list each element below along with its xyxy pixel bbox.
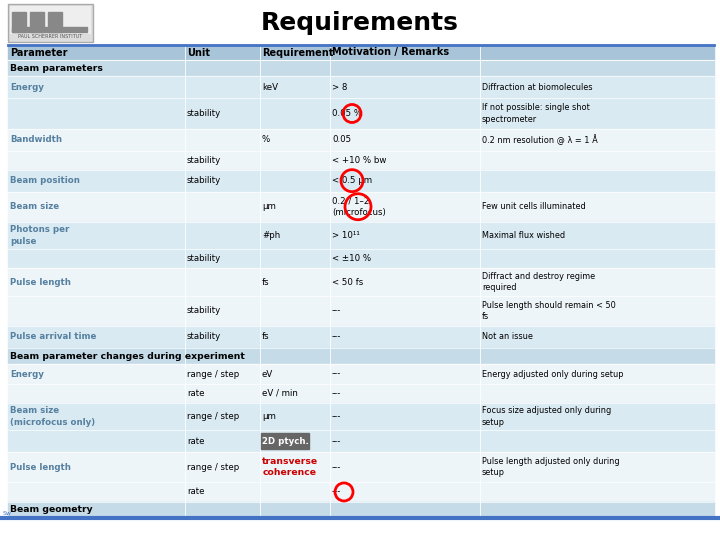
Bar [8, 170, 714, 192]
Text: %: % [262, 135, 270, 144]
Bar [8, 45, 714, 60]
Bar [8, 129, 714, 151]
Text: < ±10 %: < ±10 % [332, 254, 371, 264]
Text: Diffraction at biomolecules: Diffraction at biomolecules [482, 83, 593, 92]
Text: 0.05: 0.05 [332, 135, 351, 144]
Text: 0.05 %: 0.05 % [332, 109, 362, 118]
Bar [8, 383, 714, 403]
Bar [8, 249, 714, 268]
Text: Beam parameters: Beam parameters [10, 64, 103, 73]
Text: 2D ptych.: 2D ptych. [261, 437, 308, 445]
Bar [8, 348, 714, 364]
Text: keV: keV [262, 83, 278, 92]
Bar [8, 77, 714, 98]
Text: rate: rate [187, 437, 204, 445]
Bar [8, 60, 714, 77]
Text: range / step: range / step [187, 369, 239, 379]
Bar [12, 27, 87, 32]
Text: > 10¹¹: > 10¹¹ [332, 231, 360, 240]
Text: Requirement: Requirement [262, 48, 333, 57]
Text: Energy: Energy [10, 369, 44, 379]
Text: stability: stability [187, 306, 221, 315]
Text: stability: stability [187, 333, 221, 341]
Text: μm: μm [262, 202, 276, 211]
Text: < +10 % bw: < +10 % bw [332, 156, 387, 165]
Text: Pulse length should remain < 50
fs: Pulse length should remain < 50 fs [482, 301, 616, 321]
Text: stability: stability [187, 254, 221, 264]
Bar [8, 430, 714, 452]
Text: ---: --- [332, 333, 341, 341]
Text: Unit: Unit [187, 48, 210, 57]
Bar [12, 12, 26, 32]
Text: fs: fs [262, 333, 269, 341]
Text: Beam parameter changes during experiment: Beam parameter changes during experiment [10, 352, 245, 361]
Text: Pulse length: Pulse length [10, 463, 71, 472]
Text: Energy: Energy [10, 83, 44, 92]
Text: range / step: range / step [187, 412, 239, 421]
Text: Not an issue: Not an issue [482, 333, 533, 341]
Text: stability: stability [187, 109, 221, 118]
Bar [8, 326, 714, 348]
Text: ---: --- [332, 389, 341, 398]
Text: Beam geometry: Beam geometry [10, 505, 93, 514]
Bar [8, 482, 714, 502]
Bar [8, 364, 714, 383]
Text: eV: eV [262, 369, 274, 379]
Text: Motivation / Remarks: Motivation / Remarks [332, 48, 449, 57]
Text: Energy adjusted only during setup: Energy adjusted only during setup [482, 369, 624, 379]
Text: If not possible: single shot
spectrometer: If not possible: single shot spectromete… [482, 104, 590, 124]
Text: rate: rate [187, 389, 204, 398]
Text: < 50 fs: < 50 fs [332, 278, 364, 287]
Text: PAUL SCHERRER INSTITUT: PAUL SCHERRER INSTITUT [19, 34, 83, 39]
Text: ---: --- [332, 437, 341, 445]
Text: eV / min: eV / min [262, 389, 298, 398]
Bar [8, 502, 714, 518]
Text: transverse
coherence: transverse coherence [262, 457, 318, 477]
Bar [261, 433, 309, 449]
Text: Pulse length adjusted only during
setup: Pulse length adjusted only during setup [482, 457, 620, 477]
Bar [30, 12, 44, 32]
Text: stability: stability [187, 156, 221, 165]
Text: Beam size: Beam size [10, 202, 59, 211]
Bar [8, 403, 714, 430]
Text: #ph: #ph [262, 231, 280, 240]
Text: Focus size adjusted only during
setup: Focus size adjusted only during setup [482, 407, 611, 427]
Bar [8, 296, 714, 326]
Bar [48, 12, 62, 32]
Text: Diffract and destroy regime
required: Diffract and destroy regime required [482, 272, 595, 292]
Text: Few unit cells illuminated: Few unit cells illuminated [482, 202, 586, 211]
Text: Maximal flux wished: Maximal flux wished [482, 231, 565, 240]
Text: ---: --- [332, 488, 341, 496]
Bar [8, 222, 714, 249]
Text: < 0.5 μm: < 0.5 μm [332, 176, 372, 185]
FancyBboxPatch shape [8, 4, 93, 42]
Text: Beam position: Beam position [10, 176, 80, 185]
Text: > 8: > 8 [332, 83, 347, 92]
Text: range / step: range / step [187, 463, 239, 472]
Text: Beam size
(microfocus only): Beam size (microfocus only) [10, 407, 95, 427]
Text: ---: --- [332, 369, 341, 379]
Text: Bandwidth: Bandwidth [10, 135, 62, 144]
Bar [8, 452, 714, 482]
Text: Parameter: Parameter [10, 48, 68, 57]
Text: 0.2 nm resolution @ λ = 1 Å: 0.2 nm resolution @ λ = 1 Å [482, 134, 598, 145]
Text: Photons per
pulse: Photons per pulse [10, 226, 69, 246]
Bar [8, 268, 714, 296]
Text: 0.2 / 1–2
(microfocus): 0.2 / 1–2 (microfocus) [332, 197, 386, 217]
Text: stability: stability [187, 176, 221, 185]
Bar [8, 151, 714, 170]
Text: Sw: Sw [3, 511, 12, 516]
Text: fs: fs [262, 278, 269, 287]
Text: Requirements: Requirements [261, 11, 459, 35]
Text: ---: --- [332, 306, 341, 315]
Text: rate: rate [187, 488, 204, 496]
Bar [8, 192, 714, 222]
FancyBboxPatch shape [10, 6, 91, 34]
Text: Pulse arrival time: Pulse arrival time [10, 333, 96, 341]
Text: μm: μm [262, 412, 276, 421]
Text: ---: --- [332, 463, 341, 472]
Text: Pulse length: Pulse length [10, 278, 71, 287]
Bar [8, 98, 714, 129]
Text: ---: --- [332, 412, 341, 421]
